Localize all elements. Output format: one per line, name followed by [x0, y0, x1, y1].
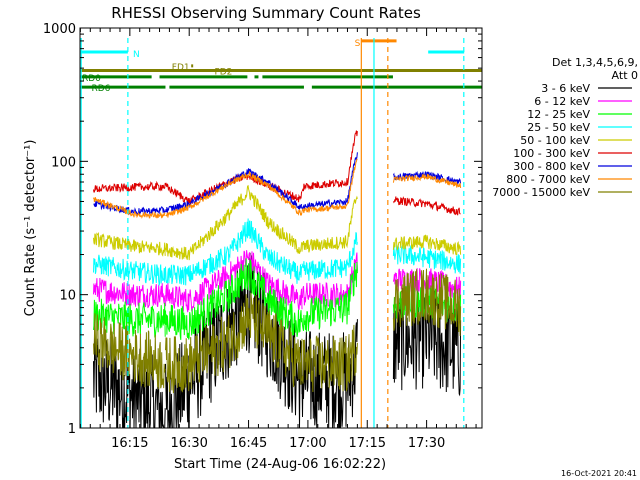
legend-label: 7000 - 15000 keV: [492, 186, 590, 199]
series-line: [165, 250, 303, 313]
x-axis-label: Start Time (24-Aug-06 16:02:22): [174, 457, 386, 472]
legend-label: 800 - 7000 keV: [506, 173, 590, 186]
series-line: [165, 172, 303, 206]
flag-label: FD2: [215, 68, 233, 78]
series-line: [301, 195, 358, 253]
series-line: [392, 268, 462, 337]
x-tick-label: 17:15: [349, 436, 386, 451]
legend-title-line2: Att 0: [612, 69, 638, 82]
legend-label: 25 - 50 keV: [527, 121, 590, 134]
series-line: [301, 130, 358, 192]
marker-layer: [80, 38, 465, 428]
series-line: [165, 170, 303, 218]
x-tick-label: 17:30: [408, 436, 445, 451]
series-line: [392, 173, 462, 189]
series-line: [93, 231, 166, 257]
y-tick-label: 100: [51, 155, 76, 170]
series-line: [93, 180, 166, 193]
series-line: [165, 258, 303, 340]
flag-label: RD6: [91, 84, 110, 94]
legend-label: 12 - 25 keV: [527, 108, 590, 121]
legend-label: 100 - 300 keV: [513, 147, 590, 160]
series-line: [165, 184, 303, 261]
legend-label: 3 - 6 keV: [541, 82, 590, 95]
x-tick-label: 16:45: [230, 436, 267, 451]
series-line: [93, 277, 166, 309]
series-line: [301, 152, 358, 211]
legend-title-line1: Det 1,3,4,5,6,9,: [552, 56, 638, 69]
legend-label: 50 - 100 keV: [520, 134, 590, 147]
series-line: [301, 158, 358, 214]
series-line: [93, 313, 166, 390]
data-layer: [93, 130, 462, 429]
series-line: [392, 196, 461, 216]
x-tick-label: 16:15: [111, 436, 148, 451]
y-tick-label: 1: [68, 422, 76, 437]
series-line: [301, 232, 358, 281]
plot-frame: [79, 27, 483, 429]
y-tick-label: 10: [59, 289, 76, 304]
legend-label: 300 - 800 keV: [513, 160, 590, 173]
x-tick-label: 17:00: [289, 436, 326, 451]
series-line: [301, 324, 358, 393]
y-tick-label: 1000: [43, 22, 76, 37]
flag-label: S: [355, 39, 361, 49]
series-line: [93, 254, 166, 287]
flag-label: N: [133, 50, 140, 60]
series-line: [165, 292, 303, 394]
timestamp: 16-Oct-2021 20:41: [561, 469, 637, 478]
series-line: [392, 234, 462, 256]
series-line: [93, 298, 166, 338]
series-line: [93, 197, 166, 219]
flag-label: FD1: [172, 63, 190, 73]
chart-title: RHESSI Observing Summary Count Rates: [111, 4, 421, 22]
x-tick-label: 16:30: [170, 436, 207, 451]
y-axis-label: Count Rate (s⁻¹ detector⁻¹): [23, 140, 38, 317]
legend-label: 6 - 12 keV: [534, 95, 590, 108]
series-line: [301, 261, 358, 332]
x-axis: 16:15 16:30 16:45 17:00 17:15 17:30: [79, 28, 477, 451]
series-line: [392, 170, 462, 186]
series-line: [165, 218, 303, 286]
flag-label: RD0: [82, 74, 101, 84]
y-axis: 1 10 100 1000: [43, 22, 482, 437]
